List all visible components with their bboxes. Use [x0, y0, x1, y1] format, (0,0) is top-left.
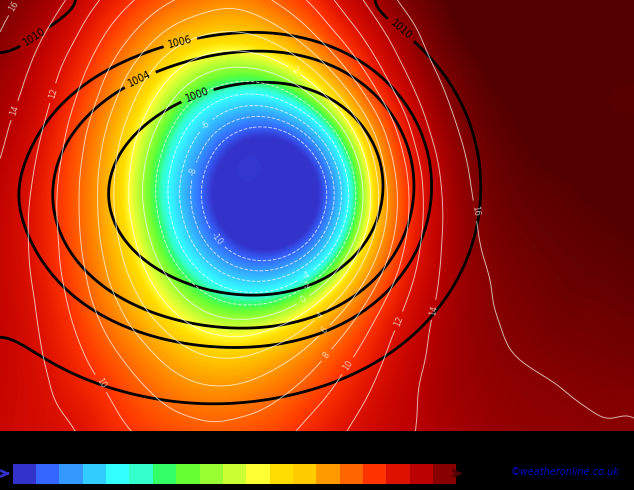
Text: 14: 14	[404, 487, 415, 490]
Text: 1: 1	[220, 487, 226, 490]
Text: 12: 12	[47, 87, 58, 99]
Bar	[410, 464, 433, 484]
Bar	[340, 464, 363, 484]
Bar	[269, 464, 293, 484]
Text: 18: 18	[451, 487, 462, 490]
Text: 10: 10	[341, 359, 354, 372]
Text: -3: -3	[125, 487, 134, 490]
Text: 4: 4	[315, 310, 325, 320]
Bar	[246, 464, 269, 484]
Text: Fr 21-06-2024 06:00 UTC (00+00): Fr 21-06-2024 06:00 UTC (00+00)	[393, 441, 575, 451]
Text: 0: 0	[299, 295, 308, 305]
Text: 1004: 1004	[127, 70, 153, 89]
Text: 10: 10	[358, 487, 369, 490]
Text: -12: -12	[5, 487, 20, 490]
Text: 2: 2	[243, 487, 249, 490]
Text: -2: -2	[148, 487, 157, 490]
Bar	[200, 464, 223, 484]
Text: 2: 2	[290, 65, 299, 76]
Bar	[129, 464, 153, 484]
Text: 4: 4	[290, 487, 296, 490]
Text: -10: -10	[209, 230, 224, 246]
Bar	[153, 464, 176, 484]
Text: 1010: 1010	[22, 26, 48, 48]
Text: 6: 6	[320, 325, 330, 336]
Text: 14: 14	[8, 104, 20, 117]
Text: 1000: 1000	[184, 86, 210, 104]
Text: 12: 12	[381, 487, 392, 490]
Bar	[386, 464, 410, 484]
Text: 0: 0	[197, 487, 202, 490]
Text: 1010: 1010	[388, 18, 413, 42]
Text: 16: 16	[427, 487, 439, 490]
Text: 1006: 1006	[167, 34, 193, 50]
Bar	[433, 464, 456, 484]
Bar	[293, 464, 316, 484]
Bar	[223, 464, 246, 484]
Text: -2: -2	[302, 279, 313, 292]
Text: 16: 16	[8, 0, 20, 13]
Text: Theta-W 850hPa [hPa] ECMWF: Theta-W 850hPa [hPa] ECMWF	[6, 441, 159, 452]
Text: -4: -4	[301, 269, 313, 281]
Bar	[83, 464, 106, 484]
Text: -8: -8	[55, 487, 64, 490]
Bar	[106, 464, 129, 484]
Bar	[36, 464, 60, 484]
Bar	[316, 464, 340, 484]
Text: 14: 14	[428, 304, 439, 316]
Text: 8: 8	[321, 350, 332, 360]
Text: -8: -8	[188, 166, 199, 176]
Text: 16: 16	[470, 205, 481, 217]
Text: 6: 6	[313, 487, 319, 490]
Text: -1: -1	[172, 487, 181, 490]
Text: ©weatheronline.co.uk: ©weatheronline.co.uk	[510, 466, 619, 477]
Text: -10: -10	[29, 487, 43, 490]
Text: -4: -4	[101, 487, 110, 490]
Text: 10: 10	[94, 377, 107, 391]
Bar	[13, 464, 36, 484]
Bar	[176, 464, 200, 484]
Text: 12: 12	[392, 315, 404, 328]
Text: -6: -6	[200, 119, 212, 131]
Bar	[60, 464, 83, 484]
Text: 8: 8	[337, 487, 342, 490]
Text: -6: -6	[78, 487, 87, 490]
Text: 3: 3	[267, 487, 273, 490]
Bar	[363, 464, 386, 484]
